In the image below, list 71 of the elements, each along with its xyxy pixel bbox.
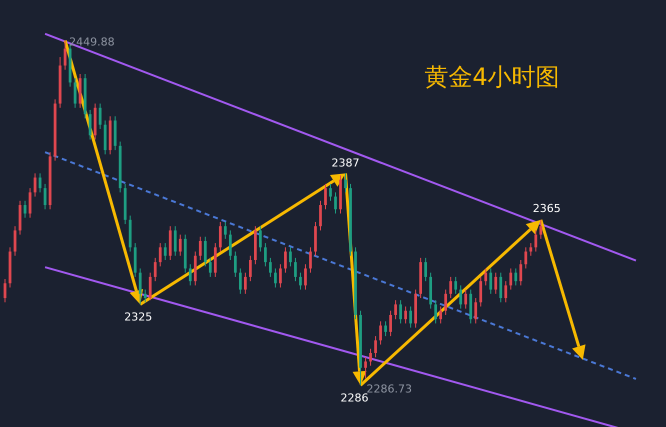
candlestick xyxy=(304,264,307,290)
candlestick xyxy=(289,246,292,267)
candlestick xyxy=(264,242,267,267)
candlestick xyxy=(74,78,76,108)
candlestick xyxy=(404,306,407,324)
candlestick xyxy=(274,268,277,288)
candlestick xyxy=(439,306,442,324)
annotation: 2365 xyxy=(532,202,561,215)
candlestick xyxy=(154,257,157,282)
candlestick xyxy=(534,230,538,252)
candlestick xyxy=(28,188,32,218)
candlestick xyxy=(238,268,242,294)
candlestick xyxy=(514,268,518,286)
candlestick xyxy=(369,348,372,366)
candlestick xyxy=(424,257,428,282)
annotation: 2286.73 xyxy=(366,382,412,396)
candlestick xyxy=(309,246,312,274)
candlestick xyxy=(198,236,202,261)
candlestick xyxy=(14,226,16,256)
candlestick xyxy=(389,310,392,337)
candlestick xyxy=(484,268,488,286)
candlestick xyxy=(539,219,542,240)
candlestick xyxy=(208,257,212,278)
candlestick xyxy=(374,336,377,358)
candlestick xyxy=(284,246,287,274)
annotation: 2387 xyxy=(332,156,360,170)
candlestick xyxy=(409,306,412,328)
candlestick xyxy=(174,226,177,256)
candlestick xyxy=(34,172,36,198)
candlestick xyxy=(88,109,92,140)
annotation: 2449.88 xyxy=(69,35,115,48)
candlestick xyxy=(364,356,367,379)
candlestick xyxy=(299,272,302,290)
candlestick xyxy=(279,264,282,288)
candlestick xyxy=(459,284,462,310)
candlestick xyxy=(509,268,512,290)
candlestick xyxy=(148,272,152,301)
candlestick xyxy=(224,221,227,240)
candlestick xyxy=(449,276,452,299)
candlestick xyxy=(379,320,382,346)
candlestick xyxy=(38,172,42,193)
candlestick xyxy=(324,183,327,210)
candlestick xyxy=(394,300,397,320)
candlestick xyxy=(319,200,322,231)
candlestick xyxy=(399,300,402,324)
candlestick xyxy=(259,226,262,252)
annotation: 2325 xyxy=(124,310,152,324)
candlestick xyxy=(384,320,387,337)
candlestick xyxy=(64,40,66,70)
candlestick xyxy=(329,183,332,202)
annotation: 2286 xyxy=(340,391,369,404)
candlestick xyxy=(4,278,6,303)
candlestick xyxy=(228,230,232,261)
candlestick xyxy=(334,192,337,214)
candlestick xyxy=(44,183,46,210)
candlestick xyxy=(204,236,207,267)
candlestick xyxy=(454,276,458,294)
candlestick xyxy=(479,276,482,308)
candlestick xyxy=(464,289,468,310)
text: 黄金4小时图 xyxy=(424,63,560,91)
candlestick xyxy=(344,172,347,193)
candlestick xyxy=(269,257,272,278)
candlestick xyxy=(519,260,522,286)
candlestick xyxy=(24,200,26,218)
candlestick xyxy=(489,268,492,294)
candlestick xyxy=(218,221,222,252)
candlestick xyxy=(138,268,142,305)
candlestick xyxy=(294,257,297,282)
candlestick xyxy=(499,272,502,303)
candlestick xyxy=(249,255,252,282)
candlestick xyxy=(164,242,167,261)
